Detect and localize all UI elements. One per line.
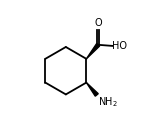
Text: NH$_2$: NH$_2$ bbox=[98, 95, 118, 109]
Text: O: O bbox=[94, 18, 102, 28]
Polygon shape bbox=[86, 44, 100, 59]
Text: HO: HO bbox=[112, 41, 128, 51]
Polygon shape bbox=[86, 83, 98, 96]
